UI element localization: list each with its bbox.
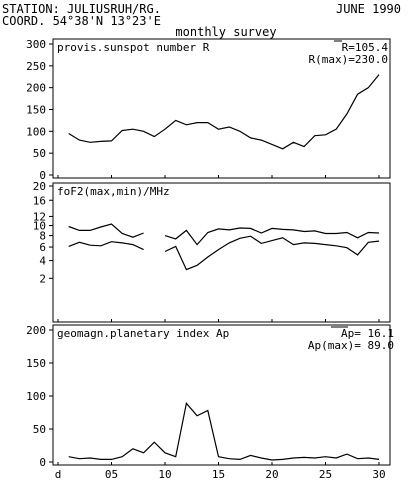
series-line: [164, 227, 380, 246]
date-label: JUNE 1990: [336, 2, 401, 16]
y-tick-label: 2: [39, 272, 46, 285]
panel-frame-fof2: [52, 182, 391, 323]
panel-frame-sunspot: [52, 38, 391, 179]
y-tick-label: 150: [26, 104, 46, 117]
panel-title-ap: geomagn.planetary index Ap: [57, 327, 229, 340]
annotation-r-mean: R=105.4: [342, 41, 389, 54]
y-tick-label: 0: [39, 169, 46, 182]
y-tick-label: 200: [26, 324, 46, 337]
y-tick-label: 8: [39, 230, 46, 243]
series-line: [68, 74, 380, 150]
y-tick-label: 50: [33, 147, 46, 160]
y-tick-label: 6: [39, 241, 46, 254]
station-label: STATION: JULIUSRUH/RG.: [2, 2, 161, 16]
y-tick-label: 20: [33, 180, 46, 193]
y-tick-label: 4: [39, 255, 46, 268]
y-tick-label: 10: [33, 220, 46, 233]
y-tick-label: 300: [26, 38, 46, 51]
panel-title-fof2: foF2(max,min)/MHz: [57, 185, 170, 198]
y-tick-label: 100: [26, 390, 46, 403]
series-line: [68, 241, 144, 251]
y-tick-label: 0: [39, 456, 46, 469]
coord-label: COORD. 54°38'N 13°23'E: [2, 14, 161, 28]
annotation-r-max: R(max)=230.0: [309, 53, 388, 66]
x-tick-label: 25: [319, 468, 332, 480]
x-tick-label: 20: [265, 468, 278, 480]
x-tick-label: 05: [105, 468, 118, 480]
y-tick-label: 250: [26, 60, 46, 73]
y-tick-label: 12: [33, 210, 46, 223]
x-tick-label: 15: [212, 468, 225, 480]
series-line: [68, 401, 380, 461]
x-tick-label: d: [55, 468, 62, 480]
y-tick-label: 150: [26, 357, 46, 370]
x-tick-label: 10: [158, 468, 171, 480]
series-line: [164, 235, 380, 271]
annotation-ap-max: Ap(max)= 89.0: [308, 339, 394, 352]
x-tick-label: 30: [372, 468, 385, 480]
panel-frame-ap: [52, 324, 391, 466]
survey-label: monthly survey: [175, 25, 276, 39]
annotation-ap-mean: Ap= 16.1: [341, 327, 394, 340]
y-tick-label: 16: [33, 194, 46, 207]
y-tick-label: 50: [33, 423, 46, 436]
series-line: [68, 223, 144, 238]
panel-title-sunspot: provis.sunspot number R: [57, 41, 210, 54]
y-tick-label: 100: [26, 125, 46, 138]
y-tick-label: 200: [26, 82, 46, 95]
